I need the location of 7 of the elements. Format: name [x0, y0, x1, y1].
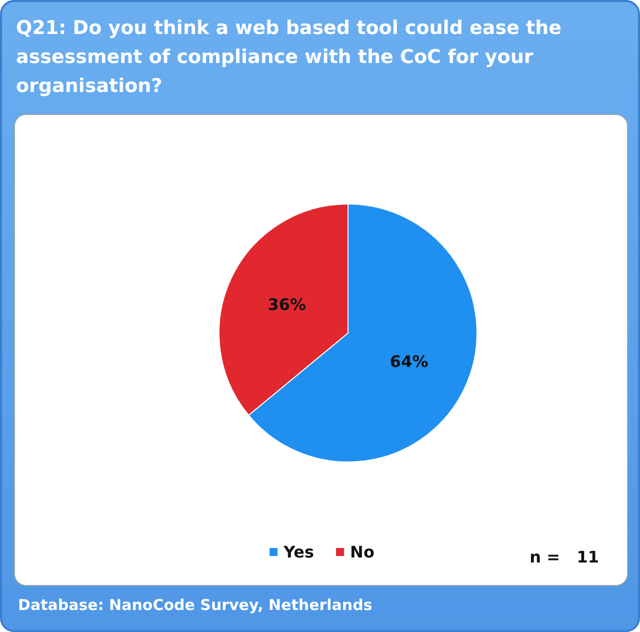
data-label: 64%: [390, 352, 428, 372]
legend-label: No: [350, 542, 374, 562]
legend-label: Yes: [282, 542, 314, 562]
text: n = 11: [530, 548, 599, 566]
chart-title: Q21: Do you think a web based tool could ease the assessment of compliance with the CoC for your organisation?: [16, 16, 563, 99]
data-label: 36%: [268, 294, 306, 314]
text: Database: NanoCode Survey, Netherlands: [18, 596, 372, 614]
